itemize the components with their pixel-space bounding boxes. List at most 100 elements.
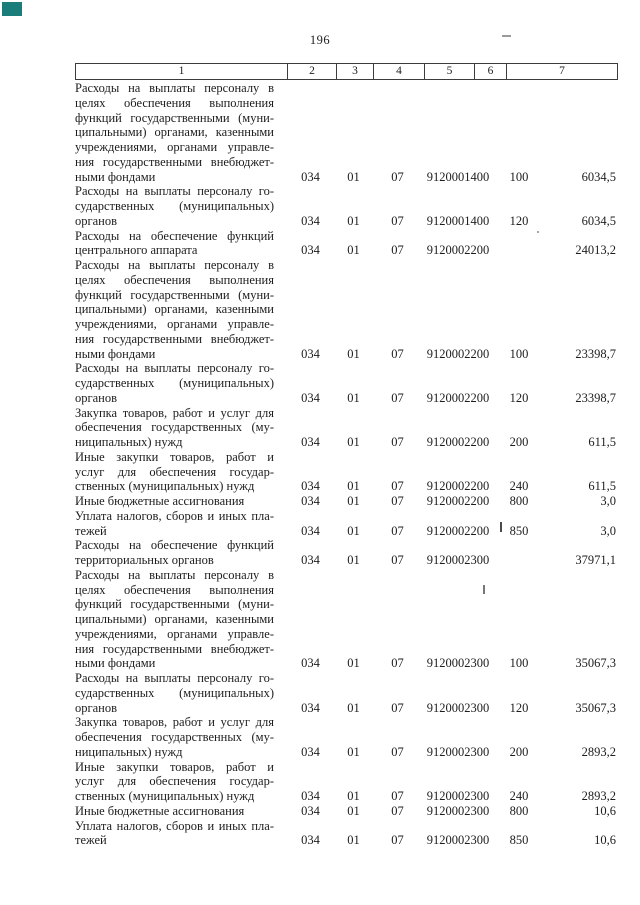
expense-name-line: обеспечения государственных (му- [75, 420, 274, 435]
expense-name-line: сударственных (муниципальных) [75, 685, 274, 700]
cell-col7: 37971,1 [575, 553, 616, 567]
cell-col2: 034 [301, 346, 320, 361]
cell-expense-name: Расходы на выплаты персоналу в целях обес… [75, 568, 286, 671]
scan-artifact-dash [502, 35, 511, 37]
expense-name-line: Расходы на выплаты персоналу го- [75, 671, 274, 685]
table-row: Расходы на выплаты персоналу в целях обес… [75, 81, 616, 184]
expense-name-line: органов [75, 700, 118, 715]
header-cell-1: 1 [178, 65, 185, 77]
cell-col5: 9120001400 [426, 213, 490, 228]
cell-col7: 35067,3 [575, 700, 616, 715]
cell-col5: 9120002300 [426, 553, 490, 567]
scan-artifact-dot [537, 231, 539, 233]
cell-col6: 200 [509, 435, 529, 449]
cell-col7: 2893,2 [581, 744, 616, 759]
cell-col4: 07 [391, 523, 404, 538]
cell-col2: 034 [301, 523, 320, 538]
cell-col6: 800 [509, 803, 529, 818]
cell-col3: 01 [347, 346, 360, 361]
cell-col3: 01 [347, 833, 360, 848]
cell-expense-name: Расходы на выплаты персоналу го-сударств… [75, 361, 286, 405]
expense-name-line: целях обеспечения выполнения [75, 95, 274, 110]
table-row: Закупка товаров, работ и услуг для обеспе… [75, 715, 616, 759]
table-header-row: 1 2 3 4 5 6 7 [75, 63, 618, 80]
table-row: Иные закупки товаров, работ и услуг для о… [75, 760, 616, 804]
cell-col2: 034 [301, 494, 320, 508]
cell-col2: 034 [301, 479, 320, 494]
expense-name-line: сударственных (муниципальных) [75, 199, 274, 213]
table-row: Уплата налогов, сборов и иных пла-тежей 0… [75, 509, 616, 539]
corner-marker [2, 2, 22, 16]
cell-col2: 034 [301, 435, 320, 449]
cell-col5: 9120002200 [426, 523, 490, 538]
expense-name-line: функций государственными (муни- [75, 597, 274, 612]
cell-col7: 35067,3 [575, 656, 616, 671]
cell-col4: 07 [391, 243, 404, 258]
cell-expense-name: Иные закупки товаров, работ и услуг для о… [75, 760, 286, 804]
cell-expense-name: Иные закупки товаров, работ и услуг для о… [75, 450, 286, 494]
cell-col4: 07 [391, 700, 404, 715]
cell-col2: 034 [301, 700, 320, 715]
table-row: Расходы на выплаты персоналу в целях обес… [75, 568, 616, 671]
cell-col7: 3,0 [600, 523, 616, 538]
table-row: Расходы на обеспечение функций центрально… [75, 229, 616, 259]
cell-col3: 01 [347, 744, 360, 759]
cell-col4: 07 [391, 553, 404, 567]
cell-col6: 120 [509, 213, 529, 228]
table-row: Закупка товаров, работ и услуг для обеспе… [75, 406, 616, 450]
cell-col4: 07 [391, 803, 404, 818]
cell-expense-name: Расходы на выплаты персоналу го-сударств… [75, 184, 286, 228]
expense-name-line: ния государственными внебюджет- [75, 641, 274, 656]
expense-name-line: ципальными) органами, казенными [75, 612, 274, 626]
expense-name-line: функций государственными (муни- [75, 110, 274, 125]
cell-col6 [493, 538, 545, 568]
expense-name-line: территориальных органов [75, 553, 214, 567]
table-body-rows: Расходы на выплаты персоналу в целях обес… [75, 81, 616, 848]
cell-col5: 9120002300 [426, 833, 490, 848]
cell-col7: 10,6 [594, 833, 616, 848]
cell-col4: 07 [391, 833, 404, 848]
table-row: Расходы на выплаты персоналу го-сударств… [75, 184, 616, 228]
cell-col5: 9120002300 [426, 803, 490, 818]
expense-name-line: Расходы на выплаты персоналу го- [75, 361, 274, 376]
expense-name-line: функций государственными (муни- [75, 287, 274, 302]
expense-name-line: Расходы на выплаты персоналу в [75, 567, 274, 582]
cell-col5: 9120002200 [426, 479, 490, 494]
cell-col2: 034 [301, 789, 320, 803]
expense-name-line: Закупка товаров, работ и услуг для [75, 405, 274, 420]
cell-col6: 850 [509, 523, 529, 538]
cell-col4: 07 [391, 744, 404, 759]
cell-expense-name: Иные бюджетные ассигнования [75, 494, 286, 509]
expense-name-line: услуг для обеспечения государ- [75, 774, 274, 789]
cell-col2: 034 [301, 553, 320, 567]
table-row: Уплата налогов, сборов и иных пла-тежей 0… [75, 819, 616, 849]
cell-col6: 800 [509, 494, 529, 508]
expense-name-line: ципальными) органами, казенными [75, 125, 274, 140]
cell-col3: 01 [347, 243, 360, 258]
page-number: 196 [309, 33, 331, 47]
expense-name-line: учреждениями, органами управле- [75, 140, 274, 154]
expense-name-line: ными фондами [75, 169, 156, 184]
expense-name-line: Расходы на выплаты персоналу в [75, 81, 274, 95]
cell-col2: 034 [301, 656, 320, 671]
cell-col4: 07 [391, 789, 404, 803]
expense-name-line: органов [75, 213, 118, 228]
cell-col3: 01 [347, 435, 360, 449]
cell-col4: 07 [391, 169, 404, 184]
table-row: Расходы на выплаты персоналу в целях обес… [75, 258, 616, 361]
expense-name-line: Закупка товаров, работ и услуг для [75, 715, 274, 730]
cell-col6 [493, 229, 545, 259]
expense-name-line: ния государственными внебюджет- [75, 331, 274, 346]
cell-col5: 9120002300 [426, 656, 490, 671]
cell-col3: 01 [347, 390, 360, 405]
cell-col7: 24013,2 [575, 243, 616, 258]
header-cell-6: 6 [474, 64, 506, 79]
expense-name-line: учреждениями, органами управле- [75, 317, 274, 331]
expense-name-line: обеспечения государственных (му- [75, 730, 274, 744]
expense-name-line: Расходы на выплаты персоналу в [75, 258, 274, 272]
cell-col7: 6034,5 [581, 169, 616, 184]
expense-name-line: ния государственными внебюджет- [75, 154, 274, 169]
cell-col7: 2893,2 [581, 789, 616, 803]
cell-col6: 240 [509, 789, 529, 803]
table-row: Иные бюджетные ассигнования 034 01 07 912000… [75, 494, 616, 509]
